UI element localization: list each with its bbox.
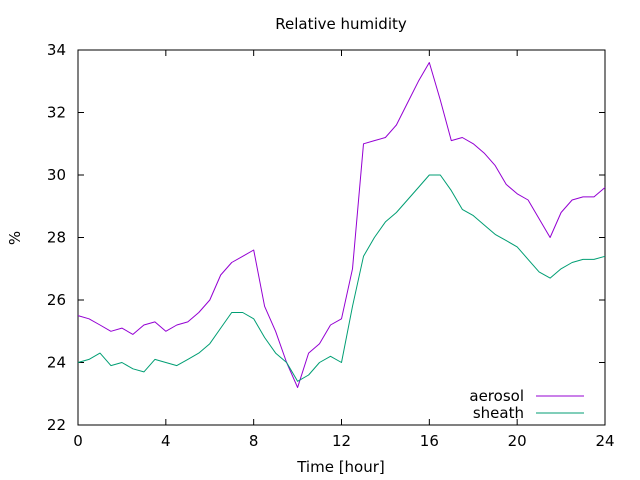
y-tick-label: 22 (47, 416, 66, 434)
y-axis: 22 24 26 28 30 32 34 (47, 41, 605, 434)
x-tick-label: 16 (420, 432, 439, 450)
y-tick-label: 24 (47, 354, 66, 372)
x-tick-label: 24 (595, 432, 614, 450)
x-tick-label: 12 (332, 432, 351, 450)
series-layer (77, 62, 606, 388)
y-tick-label: 34 (47, 41, 66, 59)
legend-label-sheath: sheath (473, 404, 524, 422)
x-tick-label: 0 (73, 432, 83, 450)
chart-title: Relative humidity (275, 15, 407, 33)
series-line-sheath (77, 174, 606, 382)
y-tick-label: 26 (47, 291, 66, 309)
y-tick-label: 30 (47, 166, 66, 184)
x-axis: 0 4 8 12 16 20 24 (73, 50, 615, 450)
x-axis-label: Time [hour] (296, 458, 385, 476)
x-tick-label: 4 (161, 432, 171, 450)
x-tick-label: 8 (249, 432, 259, 450)
y-axis-label: % (6, 231, 24, 245)
x-tick-label: 20 (508, 432, 527, 450)
series-line-aerosol (77, 62, 606, 388)
y-tick-label: 32 (47, 104, 66, 122)
legend-label-aerosol: aerosol (469, 387, 524, 405)
plot-frame (77, 49, 606, 426)
y-tick-label: 28 (47, 229, 66, 247)
